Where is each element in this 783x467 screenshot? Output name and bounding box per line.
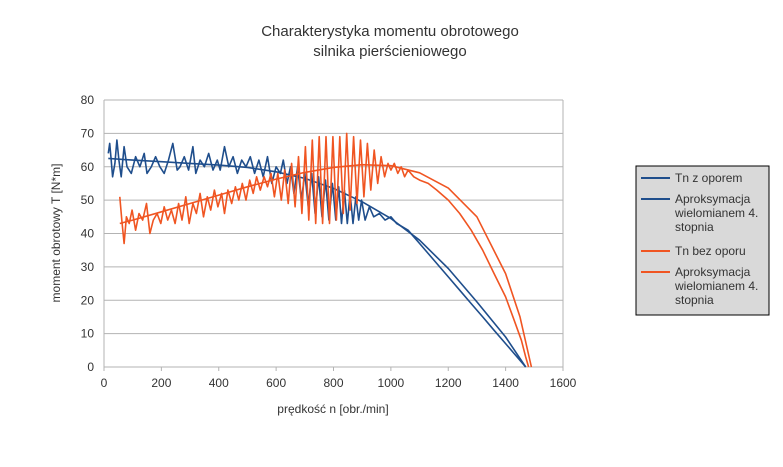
y-tick-label: 10 (81, 327, 95, 341)
series-line-2 (119, 132, 530, 368)
chart-title-line-2: silnika pierścieniowego (313, 43, 466, 60)
y-tick-label: 70 (81, 126, 95, 140)
y-tick-label: 30 (81, 260, 95, 274)
y-tick-label: 60 (81, 160, 95, 174)
x-tick-label: 1600 (550, 376, 577, 390)
x-tick-label: 600 (266, 376, 286, 390)
legend: Tn z oporem Aproksymacja wielomianem 4. sto… (635, 165, 770, 316)
legend-label-1: Aproksymacja wielomianem 4. stopnia (674, 192, 758, 234)
legend-label-0: Tn z oporem (675, 171, 742, 185)
series-group (107, 132, 533, 368)
axes (103, 100, 564, 371)
legend-label-2: Tn bez oporu (675, 244, 746, 258)
chart-title-line-1: Charakterystyka momentu obrotowego (261, 23, 519, 40)
x-tick-label: 800 (323, 376, 343, 390)
x-axis-label: prędkość n [obr./min] (277, 402, 388, 416)
y-tick-label: 20 (81, 293, 95, 307)
x-tick-label: 200 (151, 376, 171, 390)
series-line-3 (119, 163, 533, 368)
x-tick-label: 400 (209, 376, 229, 390)
series-line-1 (108, 157, 527, 368)
x-tick-label: 1400 (492, 376, 519, 390)
legend-box (635, 165, 770, 316)
legend-label-3: Aproksymacja wielomianem 4. stopnia (674, 265, 758, 307)
x-tick-label: 0 (101, 376, 108, 390)
y-tick-label: 80 (81, 93, 95, 107)
y-tick-label: 50 (81, 193, 95, 207)
y-tick-label: 40 (81, 227, 95, 241)
x-tick-label: 1200 (435, 376, 462, 390)
y-axis-label: moment obrotowy T [N*m] (49, 164, 63, 303)
y-tick-label: 0 (87, 360, 94, 374)
x-tick-label: 1000 (378, 376, 405, 390)
